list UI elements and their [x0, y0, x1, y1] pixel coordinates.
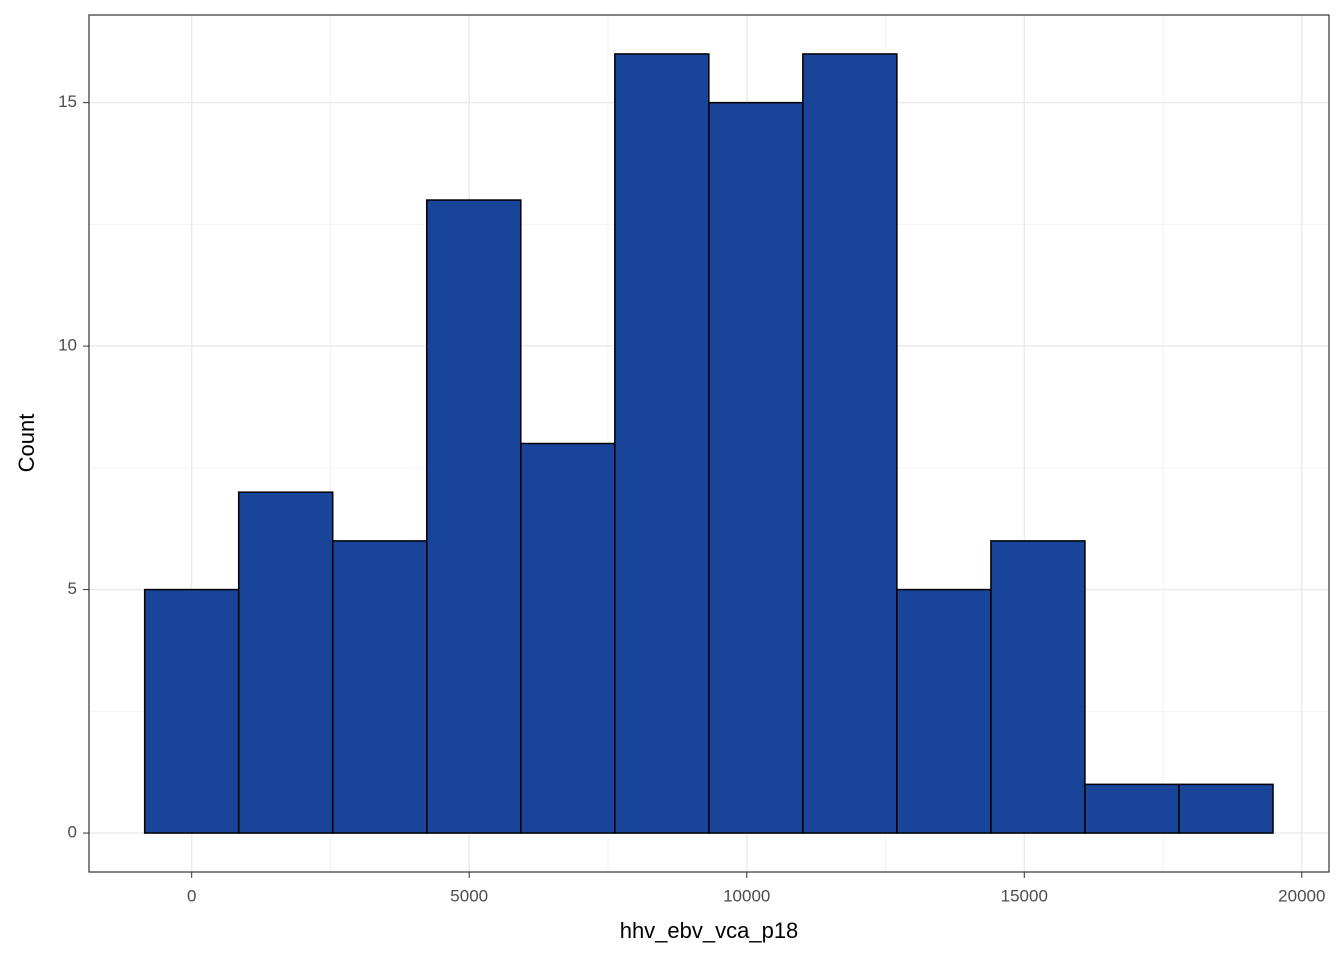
- bar: [520, 442, 616, 834]
- bar: [1178, 783, 1274, 834]
- bar: [1084, 783, 1180, 834]
- bar: [708, 101, 804, 834]
- y-tick-label: 5: [68, 579, 77, 598]
- x-tick-label: 20000: [1278, 886, 1325, 905]
- x-tick-label: 5000: [450, 886, 488, 905]
- y-tick-label: 15: [58, 92, 77, 111]
- x-axis-title: hhv_ebv_vca_p18: [620, 918, 799, 943]
- y-axis-title: Count: [14, 414, 39, 473]
- bar: [331, 540, 428, 834]
- x-tick-label: 0: [187, 886, 196, 905]
- bar: [896, 588, 992, 834]
- bar: [237, 491, 334, 834]
- bar: [143, 588, 240, 834]
- bar: [990, 540, 1086, 834]
- y-tick-label: 10: [58, 336, 77, 355]
- y-tick-label: 0: [68, 823, 77, 842]
- x-tick-label: 15000: [1001, 886, 1048, 905]
- panel-border: [88, 14, 1330, 873]
- x-tick-label: 10000: [723, 886, 770, 905]
- bar: [614, 53, 710, 834]
- bar: [426, 199, 522, 834]
- bar: [802, 53, 898, 834]
